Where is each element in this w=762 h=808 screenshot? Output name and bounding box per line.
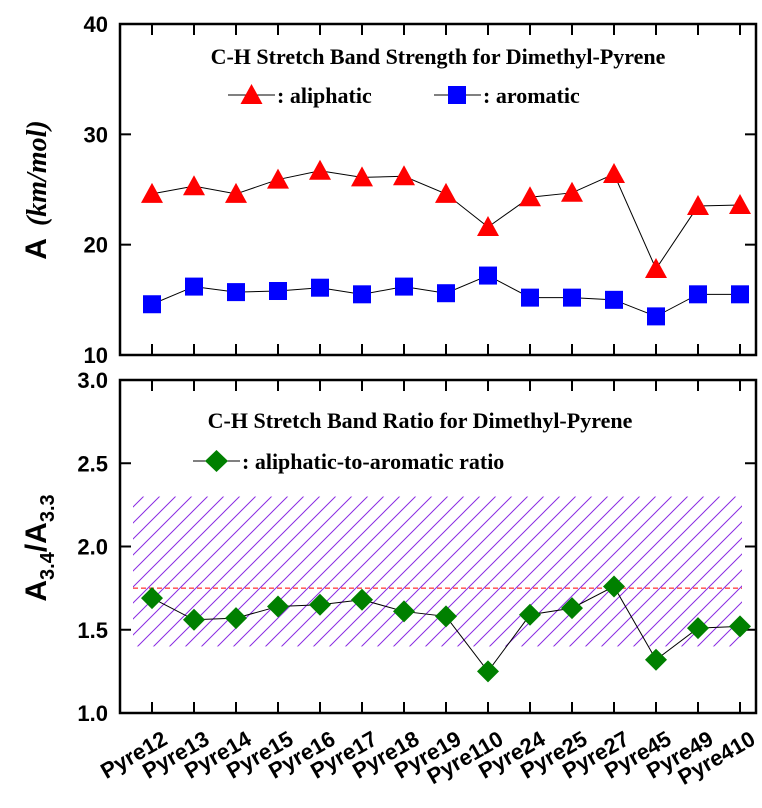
bottom-diamond-point-12 (645, 648, 667, 671)
top-ytick-label-1: 20 (84, 233, 108, 258)
top-square-point-8 (479, 266, 497, 285)
bottom-diamond-point-8 (477, 660, 499, 683)
legend-aromatic-label: : aromatic (483, 83, 580, 108)
ratio-label-sub2: 3.3 (37, 494, 59, 522)
bottom-diamond-point-0 (141, 587, 163, 610)
bottom-ytick-label-0: 1.0 (77, 701, 108, 726)
top-triangle-point-14 (729, 193, 751, 214)
top-legend: : aliphatic : aromatic (228, 83, 580, 108)
top-square-point-10 (563, 288, 581, 307)
top-square-point-3 (269, 282, 287, 301)
bottom-ytick-label-1: 1.5 (77, 618, 108, 643)
top-y-label-main: A (20, 238, 53, 260)
top-square-point-4 (311, 278, 329, 297)
top-triangle-point-3 (267, 168, 289, 189)
top-square-point-11 (605, 290, 623, 309)
x-axis-tick-labels: Pyre12Pyre13Pyre14Pyre15Pyre16Pyre17Pyre… (96, 726, 759, 790)
top-triangle-point-6 (393, 165, 415, 186)
top-triangle-point-9 (519, 186, 541, 207)
ratio-label-a2: /A (20, 522, 53, 552)
bottom-x-ticks (151, 380, 741, 713)
top-triangle-point-1 (183, 175, 205, 196)
bottom-legend: : aliphatic-to-aromatic ratio (193, 449, 504, 474)
bottom-diamond-point-4 (309, 593, 331, 616)
bottom-chart-title: C-H Stretch Band Ratio for Dimethyl-Pyre… (208, 408, 633, 433)
bottom-ytick-label-2: 2.0 (77, 535, 108, 560)
bottom-diamond-point-1 (183, 608, 205, 631)
bottom-diamond-point-5 (351, 588, 373, 611)
bottom-ytick-label-3: 2.5 (77, 451, 108, 476)
top-square-point-2 (227, 283, 245, 302)
top-ytick-label-0: 10 (84, 343, 108, 368)
top-x-ticks (151, 24, 741, 355)
bottom-y-ticks: 1.0 1.5 2.0 2.5 3.0 (77, 368, 756, 726)
bottom-series (141, 575, 751, 683)
top-square-point-1 (185, 277, 203, 296)
top-triangle-point-12 (645, 257, 667, 278)
top-triangle-point-7 (435, 182, 457, 203)
bottom-diamond-point-3 (267, 595, 289, 618)
top-square-point-9 (521, 288, 539, 307)
top-triangle-point-10 (561, 181, 583, 202)
top-y-axis-label: A (km/mol) (20, 120, 53, 259)
top-square-point-13 (689, 285, 707, 304)
bottom-chart: 1.0 1.5 2.0 2.5 3.0 C-H Stretch Band Ratio f… (20, 368, 758, 726)
top-y-label-unit: (km/mol) (22, 120, 53, 226)
legend-aliphatic-label: : aliphatic (277, 83, 372, 108)
top-square-point-6 (395, 277, 413, 296)
bottom-diamond-point-2 (225, 607, 247, 630)
ratio-label-a1: A (20, 580, 53, 602)
bottom-diamond-point-6 (393, 600, 415, 623)
top-triangle-point-2 (225, 182, 247, 203)
bottom-diamond-point-14 (729, 615, 751, 638)
top-triangle-point-4 (309, 159, 331, 180)
top-triangle-point-13 (687, 195, 709, 216)
bottom-diamond-point-13 (687, 617, 709, 640)
top-series (141, 159, 751, 326)
legend-aliphatic-marker (240, 84, 263, 104)
top-chart-title: C-H Stretch Band Strength for Dimethyl-P… (211, 44, 666, 69)
ratio-label-sub1: 3.4 (37, 551, 59, 580)
bottom-diamond-point-11 (603, 575, 625, 598)
top-square-point-7 (437, 284, 455, 303)
legend-aromatic-marker (448, 86, 466, 104)
top-square-point-12 (647, 307, 665, 326)
shaded-band (133, 496, 742, 647)
top-triangle-point-11 (603, 163, 625, 184)
top-chart: 10 20 30 40 C-H Stretch Band Strength for D… (20, 12, 758, 368)
bottom-diamond-point-10 (561, 597, 583, 620)
legend-ratio-marker (205, 450, 228, 472)
top-square-point-5 (353, 285, 371, 304)
top-triangle-point-5 (351, 166, 373, 187)
top-triangle-point-8 (477, 216, 499, 237)
top-y-ticks: 10 20 30 40 (84, 12, 756, 368)
top-ytick-label-2: 30 (84, 122, 108, 147)
top-square-point-0 (143, 295, 161, 314)
top-plot-frame (118, 22, 758, 357)
bottom-diamond-point-7 (435, 605, 457, 628)
bottom-ytick-label-4: 3.0 (77, 368, 108, 393)
top-square-point-14 (731, 285, 749, 304)
bottom-diamond-point-9 (519, 603, 541, 626)
top-ytick-label-3: 40 (84, 12, 108, 37)
top-triangle-point-0 (141, 182, 163, 203)
bottom-y-axis-label: A3.4/A3.3 (20, 494, 59, 601)
legend-ratio-label: : aliphatic-to-aromatic ratio (242, 449, 504, 474)
